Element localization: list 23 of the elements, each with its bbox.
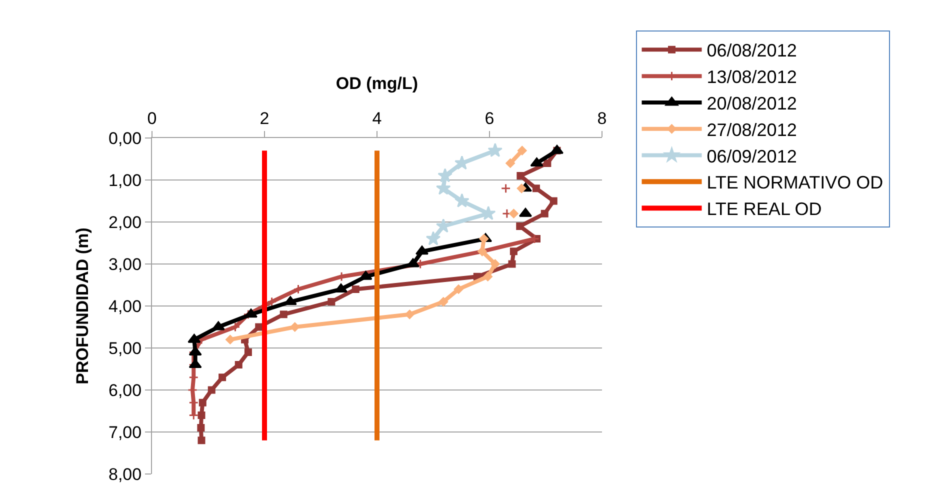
legend-label: 06/08/2012 [706,40,797,61]
y-axis-title: PROFUNDIDAD (m) [73,228,92,384]
legend-label: LTE NORMATIVO OD [706,172,884,193]
x-axis-title: OD (mg/L) [336,74,418,93]
y-tick-label: 8,00 [108,464,142,484]
y-tick-label: 3,00 [108,254,142,274]
y-tick-label: 0,00 [108,128,142,148]
legend-label: 27/08/2012 [706,120,797,140]
x-tick-label: 8 [597,109,607,128]
y-tick-label: 4,00 [108,296,142,316]
y-tick-label: 5,00 [108,338,142,358]
y-tick-label: 2,00 [108,212,142,232]
legend-label: 13/08/2012 [706,67,797,88]
y-tick-label: 7,00 [108,422,142,442]
x-tick-label: 6 [484,109,494,128]
x-tick-label: 0 [147,109,157,128]
y-tick-label: 6,00 [108,380,142,400]
legend-label: 06/09/2012 [706,146,797,166]
y-tick-label: 1,00 [108,170,142,190]
x-tick-label: 4 [372,109,382,128]
legend-label: LTE REAL OD [706,199,822,220]
x-tick-label: 2 [260,109,270,128]
legend-label: 20/08/2012 [706,94,797,114]
